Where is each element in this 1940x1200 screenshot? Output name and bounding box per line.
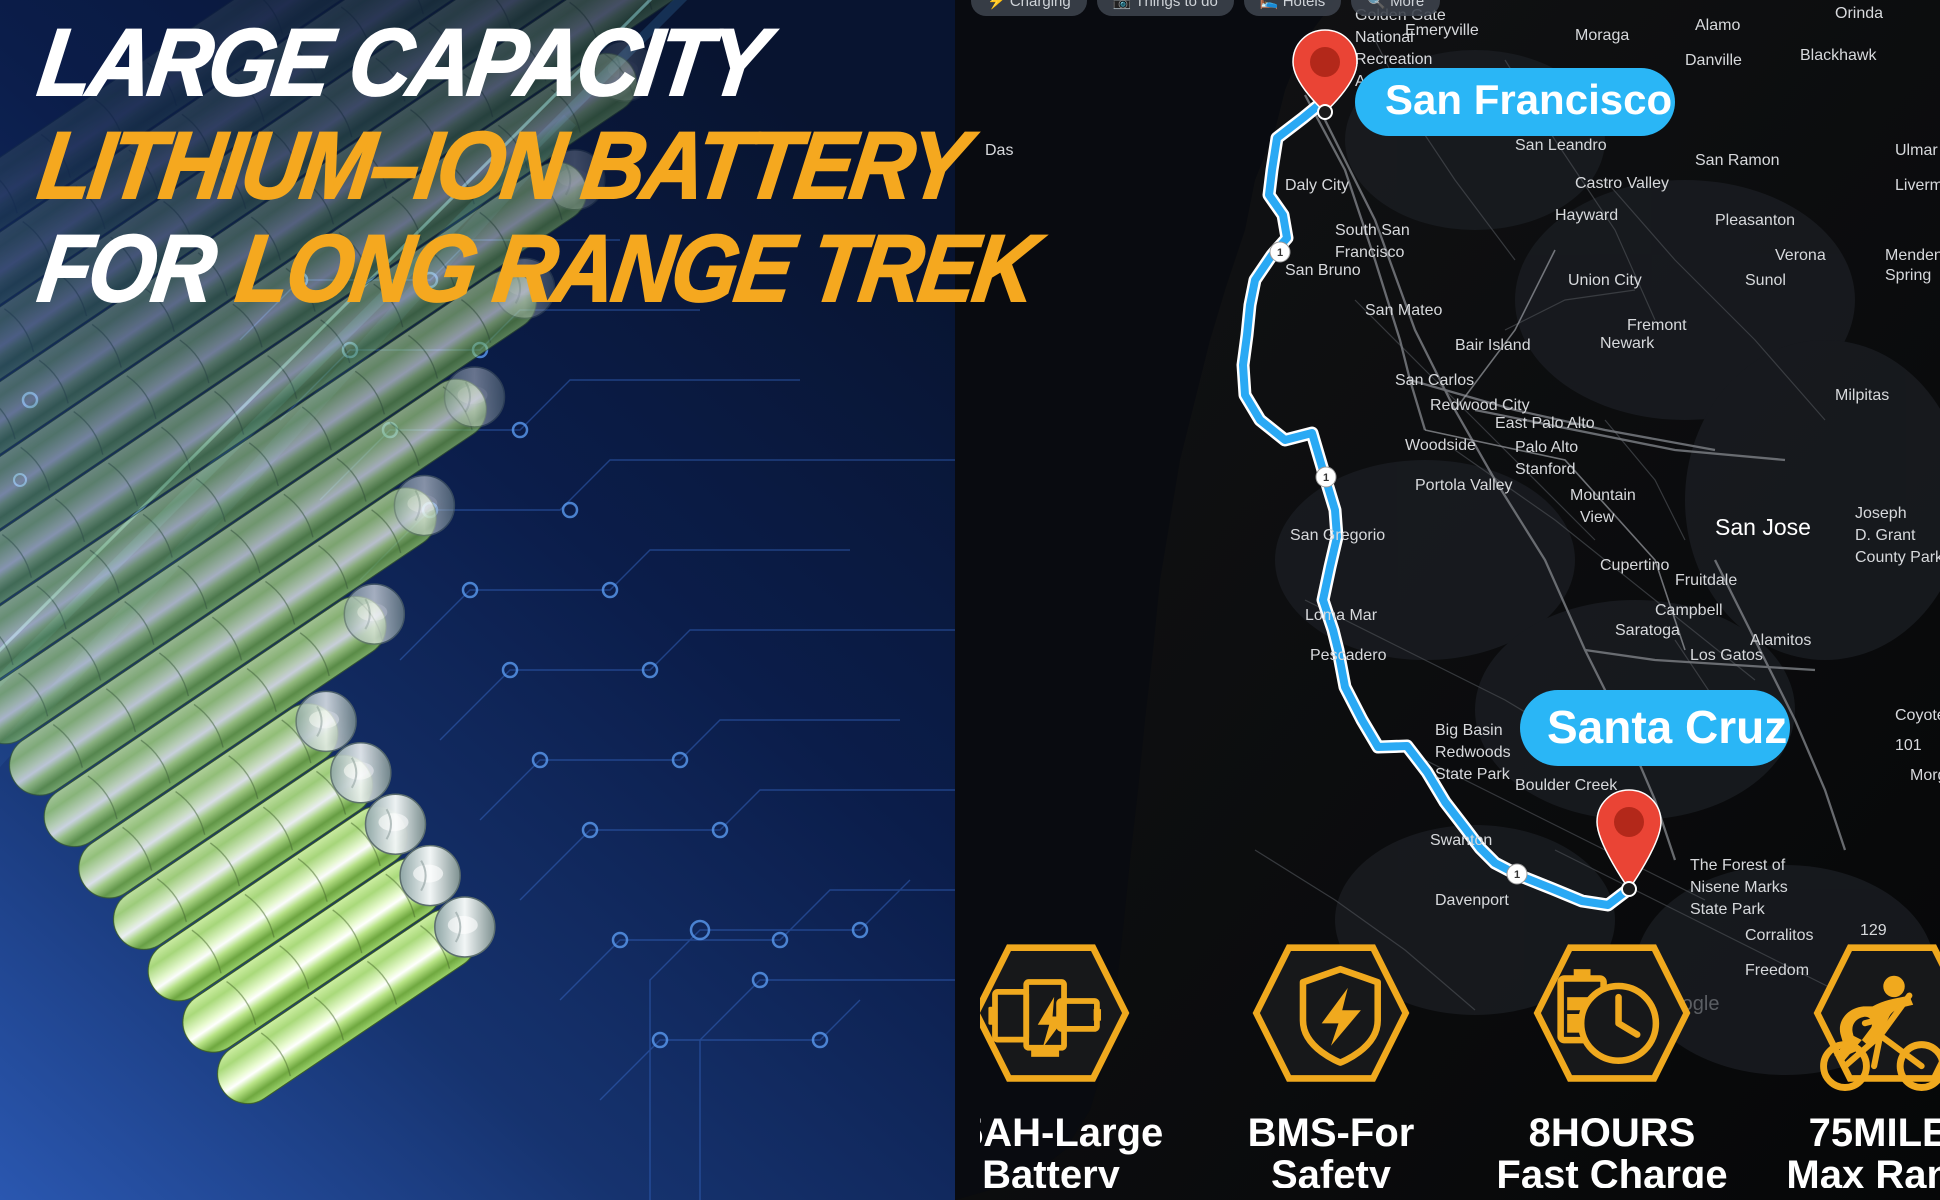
svg-text:Los Gatos: Los Gatos <box>1690 647 1763 664</box>
svg-text:Coyote: Coyote <box>1895 707 1940 724</box>
svg-text:San Mateo: San Mateo <box>1365 302 1442 319</box>
svg-text:129: 129 <box>1860 922 1887 939</box>
svg-text:8HOURS: 8HOURS <box>1529 1111 1696 1155</box>
svg-text:Castro Valley: Castro Valley <box>1575 175 1669 192</box>
svg-text:Redwoods: Redwoods <box>1435 744 1511 761</box>
svg-text:Nisene Marks: Nisene Marks <box>1690 879 1788 896</box>
svg-text:Campbell: Campbell <box>1655 602 1723 619</box>
svg-text:Morgan H: Morgan H <box>1910 767 1940 784</box>
svg-text:1: 1 <box>1323 472 1329 484</box>
svg-text:Joseph: Joseph <box>1855 505 1907 522</box>
svg-text:Corralitos: Corralitos <box>1745 927 1813 944</box>
svg-text:San Francisco: San Francisco <box>1385 76 1672 123</box>
svg-text:Mountain: Mountain <box>1570 487 1636 504</box>
svg-text:Union City: Union City <box>1568 272 1642 289</box>
svg-text:Swanton: Swanton <box>1430 832 1492 849</box>
svg-text:Woodside: Woodside <box>1405 437 1476 454</box>
svg-text:Cupertino: Cupertino <box>1600 557 1669 574</box>
svg-text:Francisco: Francisco <box>1335 244 1404 261</box>
svg-text:1: 1 <box>1277 247 1283 259</box>
svg-text:Moraga: Moraga <box>1575 27 1629 44</box>
svg-text:San Carlos: San Carlos <box>1395 372 1474 389</box>
svg-text:East Palo Alto: East Palo Alto <box>1495 415 1595 432</box>
svg-text:Pescadero: Pescadero <box>1310 647 1387 664</box>
svg-text:State Park: State Park <box>1690 901 1766 918</box>
svg-text:Davenport: Davenport <box>1435 892 1509 909</box>
svg-text:101: 101 <box>1895 737 1922 754</box>
svg-text:Santa Cruz: Santa Cruz <box>1547 701 1787 753</box>
svg-text:Palo Alto: Palo Alto <box>1515 439 1578 456</box>
svg-text:Big Basin: Big Basin <box>1435 722 1503 739</box>
svg-text:BMS-For: BMS-For <box>1248 1111 1415 1155</box>
svg-text:Fast Charge: Fast Charge <box>1496 1153 1727 1188</box>
svg-text:Portola Valley: Portola Valley <box>1415 477 1513 494</box>
svg-text:San Ramon: San Ramon <box>1695 152 1780 169</box>
svg-text:County Park: County Park <box>1855 549 1940 566</box>
svg-text:Loma Mar: Loma Mar <box>1305 607 1378 624</box>
svg-text:Sunol: Sunol <box>1745 272 1786 289</box>
svg-text:Bair Island: Bair Island <box>1455 337 1531 354</box>
svg-text:Spring: Spring <box>1885 267 1931 284</box>
svg-text:View: View <box>1580 509 1615 526</box>
svg-text:San Gregorio: San Gregorio <box>1290 527 1385 544</box>
svg-text:Milpitas: Milpitas <box>1835 387 1889 404</box>
svg-text:Fruitdale: Fruitdale <box>1675 572 1737 589</box>
svg-text:San Jose: San Jose <box>1715 514 1811 540</box>
svg-text:South San: South San <box>1335 222 1410 239</box>
svg-text:Recreation: Recreation <box>1355 51 1432 68</box>
svg-text:Safety: Safety <box>1271 1153 1392 1188</box>
svg-text:Alamitos: Alamitos <box>1750 632 1811 649</box>
svg-text:Stanford: Stanford <box>1515 461 1575 478</box>
svg-text:Boulder Creek: Boulder Creek <box>1515 777 1618 794</box>
svg-text:The Forest of: The Forest of <box>1690 857 1786 874</box>
svg-text:Hayward: Hayward <box>1555 207 1618 224</box>
svg-text:Verona: Verona <box>1775 247 1826 264</box>
svg-text:Danville: Danville <box>1685 52 1742 69</box>
svg-text:State Park: State Park <box>1435 766 1511 783</box>
svg-text:Newark: Newark <box>1600 335 1655 352</box>
svg-text:Battery: Battery <box>982 1153 1121 1188</box>
svg-text:Livermore: Livermore <box>1895 177 1940 194</box>
svg-text:D. Grant: D. Grant <box>1855 527 1916 544</box>
svg-text:Pleasanton: Pleasanton <box>1715 212 1795 229</box>
svg-text:Blackhawk: Blackhawk <box>1800 47 1877 64</box>
svg-text:Menden: Menden <box>1885 247 1940 264</box>
svg-text:1: 1 <box>1514 869 1520 881</box>
svg-text:San Bruno: San Bruno <box>1285 262 1361 279</box>
svg-text:Emeryville: Emeryville <box>1405 22 1479 39</box>
svg-text:Ulmar: Ulmar <box>1895 142 1938 159</box>
svg-text:San Leandro: San Leandro <box>1515 137 1607 154</box>
svg-text:Max Range: Max Range <box>1786 1153 1940 1188</box>
svg-text:Daly City: Daly City <box>1285 177 1349 194</box>
svg-text:Fremont: Fremont <box>1627 317 1687 334</box>
svg-text:Saratoga: Saratoga <box>1615 622 1680 639</box>
svg-text:15AH-Large: 15AH-Large <box>980 1111 1163 1155</box>
svg-text:75MILES: 75MILES <box>1809 1111 1940 1155</box>
svg-text:Redwood City: Redwood City <box>1430 397 1530 414</box>
